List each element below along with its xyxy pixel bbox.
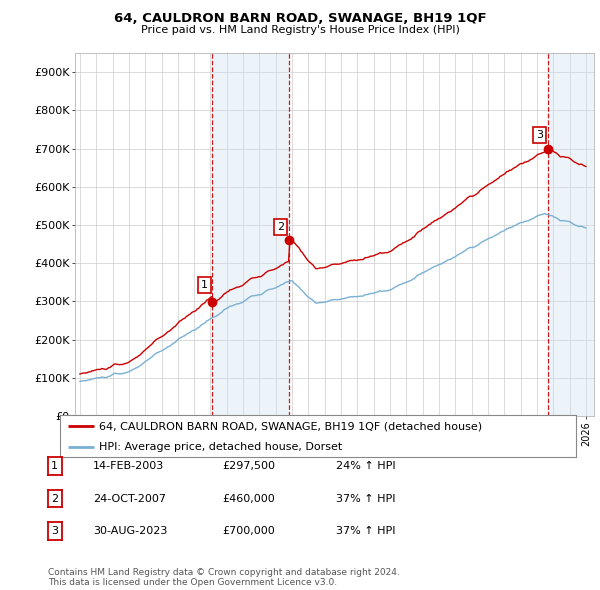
Text: HPI: Average price, detached house, Dorset: HPI: Average price, detached house, Dors…	[98, 442, 342, 451]
Text: £297,500: £297,500	[222, 461, 275, 471]
Text: 2: 2	[51, 494, 58, 503]
Text: 1: 1	[51, 461, 58, 471]
Text: 14-FEB-2003: 14-FEB-2003	[93, 461, 164, 471]
Text: 30-AUG-2023: 30-AUG-2023	[93, 526, 167, 536]
Text: 3: 3	[536, 130, 543, 140]
Text: 3: 3	[51, 526, 58, 536]
Text: Price paid vs. HM Land Registry's House Price Index (HPI): Price paid vs. HM Land Registry's House …	[140, 25, 460, 35]
Bar	[212, 53, 289, 416]
Text: £700,000: £700,000	[222, 526, 275, 536]
Text: 24-OCT-2007: 24-OCT-2007	[93, 494, 166, 503]
Text: Contains HM Land Registry data © Crown copyright and database right 2024.
This d: Contains HM Land Registry data © Crown c…	[48, 568, 400, 587]
Text: 1: 1	[201, 280, 208, 290]
Text: 64, CAULDRON BARN ROAD, SWANAGE, BH19 1QF (detached house): 64, CAULDRON BARN ROAD, SWANAGE, BH19 1Q…	[98, 421, 482, 431]
Bar	[548, 53, 594, 416]
Text: 37% ↑ HPI: 37% ↑ HPI	[336, 494, 395, 503]
Text: 37% ↑ HPI: 37% ↑ HPI	[336, 526, 395, 536]
Text: 64, CAULDRON BARN ROAD, SWANAGE, BH19 1QF: 64, CAULDRON BARN ROAD, SWANAGE, BH19 1Q…	[113, 12, 487, 25]
Text: 24% ↑ HPI: 24% ↑ HPI	[336, 461, 395, 471]
Text: £460,000: £460,000	[222, 494, 275, 503]
Text: 2: 2	[277, 222, 284, 232]
